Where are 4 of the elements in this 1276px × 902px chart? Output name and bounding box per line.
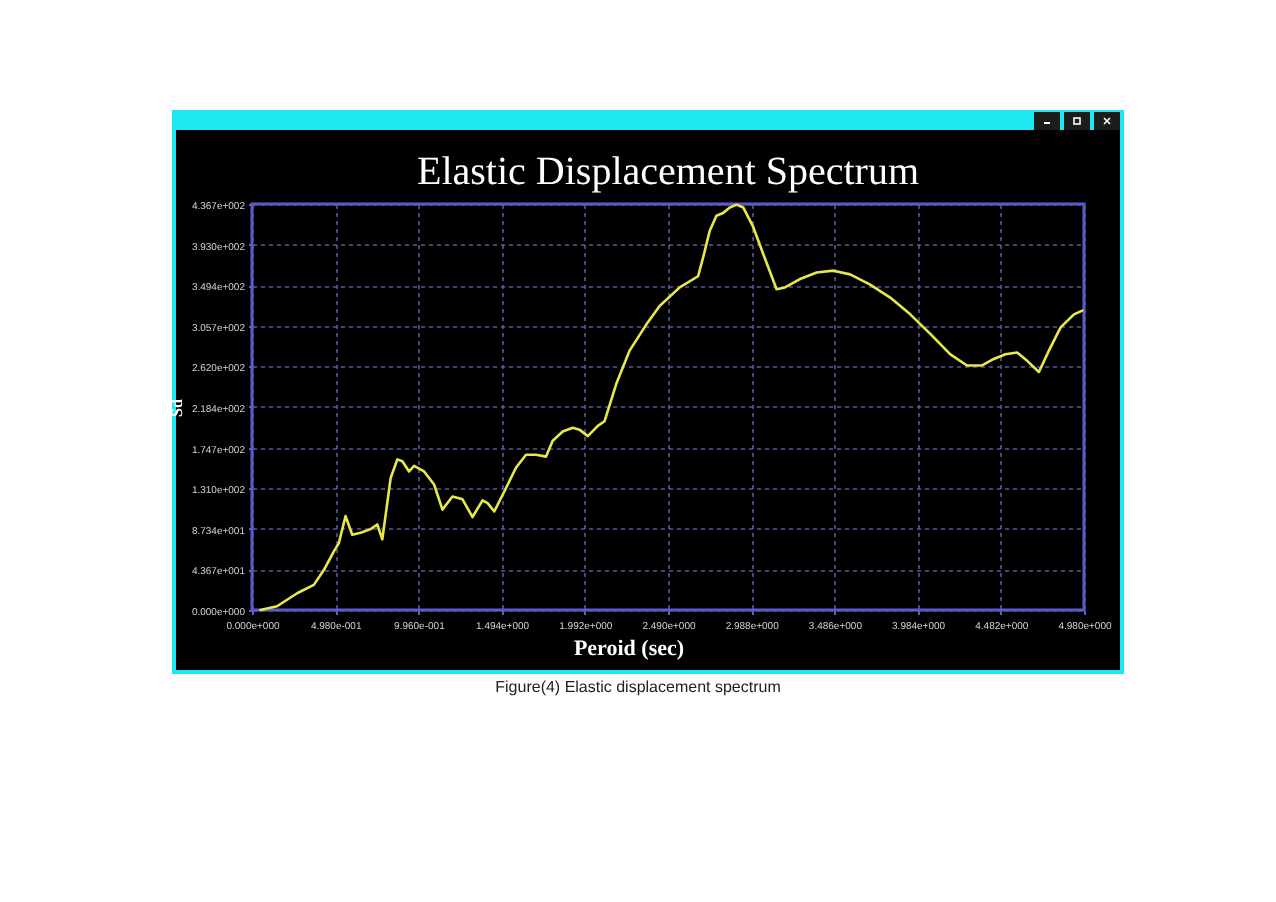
line-series <box>259 203 1084 612</box>
chart-title: Elastic Displacement Spectrum <box>416 150 920 194</box>
x-axis-title: Peroid (sec) <box>573 637 685 661</box>
text: Figure(4) Elastic displacement spectrum <box>493 678 783 696</box>
